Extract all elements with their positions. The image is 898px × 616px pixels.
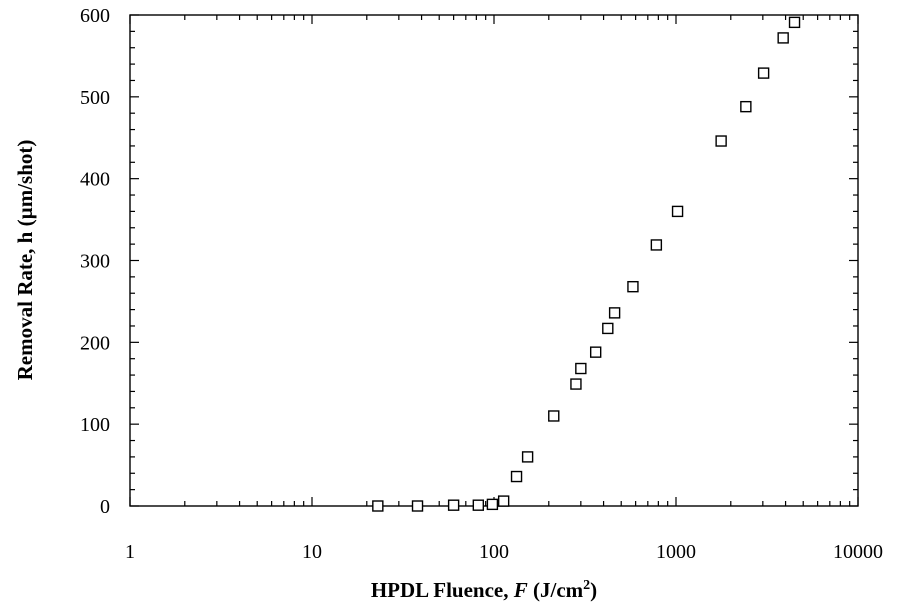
- data-points: [372, 16, 801, 512]
- y-tick-label: 300: [80, 251, 110, 273]
- data-point: [589, 346, 602, 358]
- x-axis-title-unit: (J/cm: [528, 578, 584, 602]
- y-axis-title: Removal Rate, h (µm/shot): [13, 140, 37, 381]
- x-tick-label: 10000: [833, 541, 883, 563]
- y-axis-ticks: [130, 14, 858, 507]
- plot-border: [129, 14, 859, 507]
- data-point: [627, 280, 639, 293]
- data-point: [757, 67, 770, 79]
- x-axis-title-close: ): [590, 578, 597, 602]
- x-axis-ticks: [129, 15, 859, 506]
- y-tick-label: 0: [100, 496, 110, 518]
- data-point: [486, 498, 499, 511]
- data-point: [570, 378, 582, 390]
- data-point: [548, 410, 560, 422]
- data-point: [510, 470, 523, 483]
- x-tick-label: 100: [479, 541, 509, 563]
- data-point: [411, 500, 424, 512]
- x-axis-title-variable: F: [513, 578, 528, 602]
- y-tick-label: 500: [80, 87, 110, 109]
- data-point: [497, 495, 510, 507]
- x-tick-label: 10: [302, 541, 322, 563]
- y-tick-label: 100: [80, 414, 110, 436]
- y-tick-label: 600: [80, 5, 110, 27]
- data-point: [715, 135, 727, 147]
- data-point: [472, 499, 485, 511]
- data-point: [777, 32, 789, 44]
- plot-frame: [129, 14, 859, 507]
- data-point: [788, 16, 801, 29]
- y-tick-label: 400: [80, 169, 110, 191]
- x-tick-label: 1: [125, 541, 135, 563]
- data-point: [740, 100, 752, 113]
- data-point: [650, 239, 663, 251]
- data-point: [575, 362, 587, 375]
- x-tick-label: 1000: [656, 541, 696, 563]
- y-tick-label: 200: [80, 332, 110, 354]
- x-axis-title-prefix: HPDL Fluence,: [371, 578, 514, 602]
- data-point: [602, 322, 614, 335]
- data-point: [521, 451, 534, 463]
- data-point: [608, 307, 621, 319]
- x-tick-labels: 1 10 100 1000 10000: [125, 541, 883, 563]
- data-point: [671, 205, 684, 218]
- y-tick-labels: 0 100 200 300 400 500 600: [80, 5, 110, 518]
- data-point: [372, 500, 384, 512]
- x-axis-title-superscript: 2: [583, 578, 590, 593]
- data-point: [447, 499, 460, 511]
- x-axis-title: HPDL Fluence, F (J/cm2): [371, 578, 597, 602]
